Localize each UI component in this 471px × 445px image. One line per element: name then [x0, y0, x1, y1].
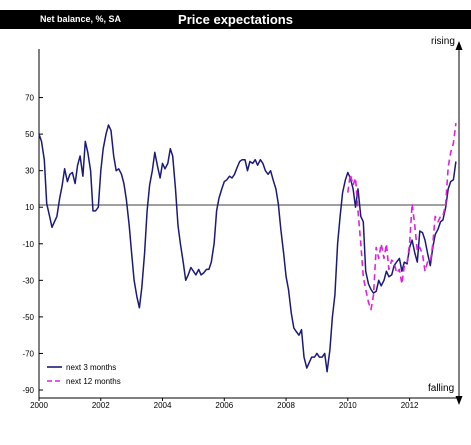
series-line-next-3-months — [38, 124, 457, 373]
legend-label-next-3-months: next 3 months — [66, 363, 116, 372]
rising-label: rising — [431, 36, 455, 47]
chart-title: Price expectations — [178, 12, 293, 27]
y-tick-label: -90 — [22, 386, 34, 395]
y-tick-label: -70 — [22, 349, 34, 358]
falling-arrow-icon — [455, 396, 463, 405]
x-tick-label: 2008 — [277, 401, 295, 410]
legend: next 3 months next 12 months — [47, 363, 121, 386]
chart-subtitle: Net balance, %, SA — [40, 14, 122, 24]
x-tick-label: 2004 — [154, 401, 172, 410]
x-tick-label: 2000 — [30, 401, 48, 410]
y-tick-label: -50 — [22, 313, 34, 322]
rising-arrow-icon — [455, 41, 463, 50]
y-tick-label: -30 — [22, 276, 34, 285]
y-tick-label: 30 — [25, 167, 34, 176]
series-line-next-12-months — [347, 123, 457, 311]
falling-label: falling — [428, 383, 454, 394]
y-tick-label: 50 — [25, 130, 34, 139]
y-tick-label: 70 — [25, 94, 34, 103]
chart-header: Price expectations Net balance, %, SA — [0, 10, 471, 29]
plot-frame — [38, 41, 463, 405]
x-tick-label: 2002 — [92, 401, 110, 410]
x-tick-label: 2006 — [215, 401, 233, 410]
x-tick-label: 2012 — [401, 401, 419, 410]
legend-label-next-12-months: next 12 months — [66, 377, 121, 386]
x-axis-ticks: 2000 2002 2004 2006 2008 2010 2012 — [30, 398, 419, 410]
x-tick-label: 2010 — [339, 401, 357, 410]
y-tick-label: 10 — [25, 203, 34, 212]
series-lines — [38, 123, 457, 373]
y-axis-ticks: 70 50 30 10 -10 -30 -50 -70 -90 — [22, 94, 43, 395]
y-tick-label: -10 — [22, 240, 34, 249]
